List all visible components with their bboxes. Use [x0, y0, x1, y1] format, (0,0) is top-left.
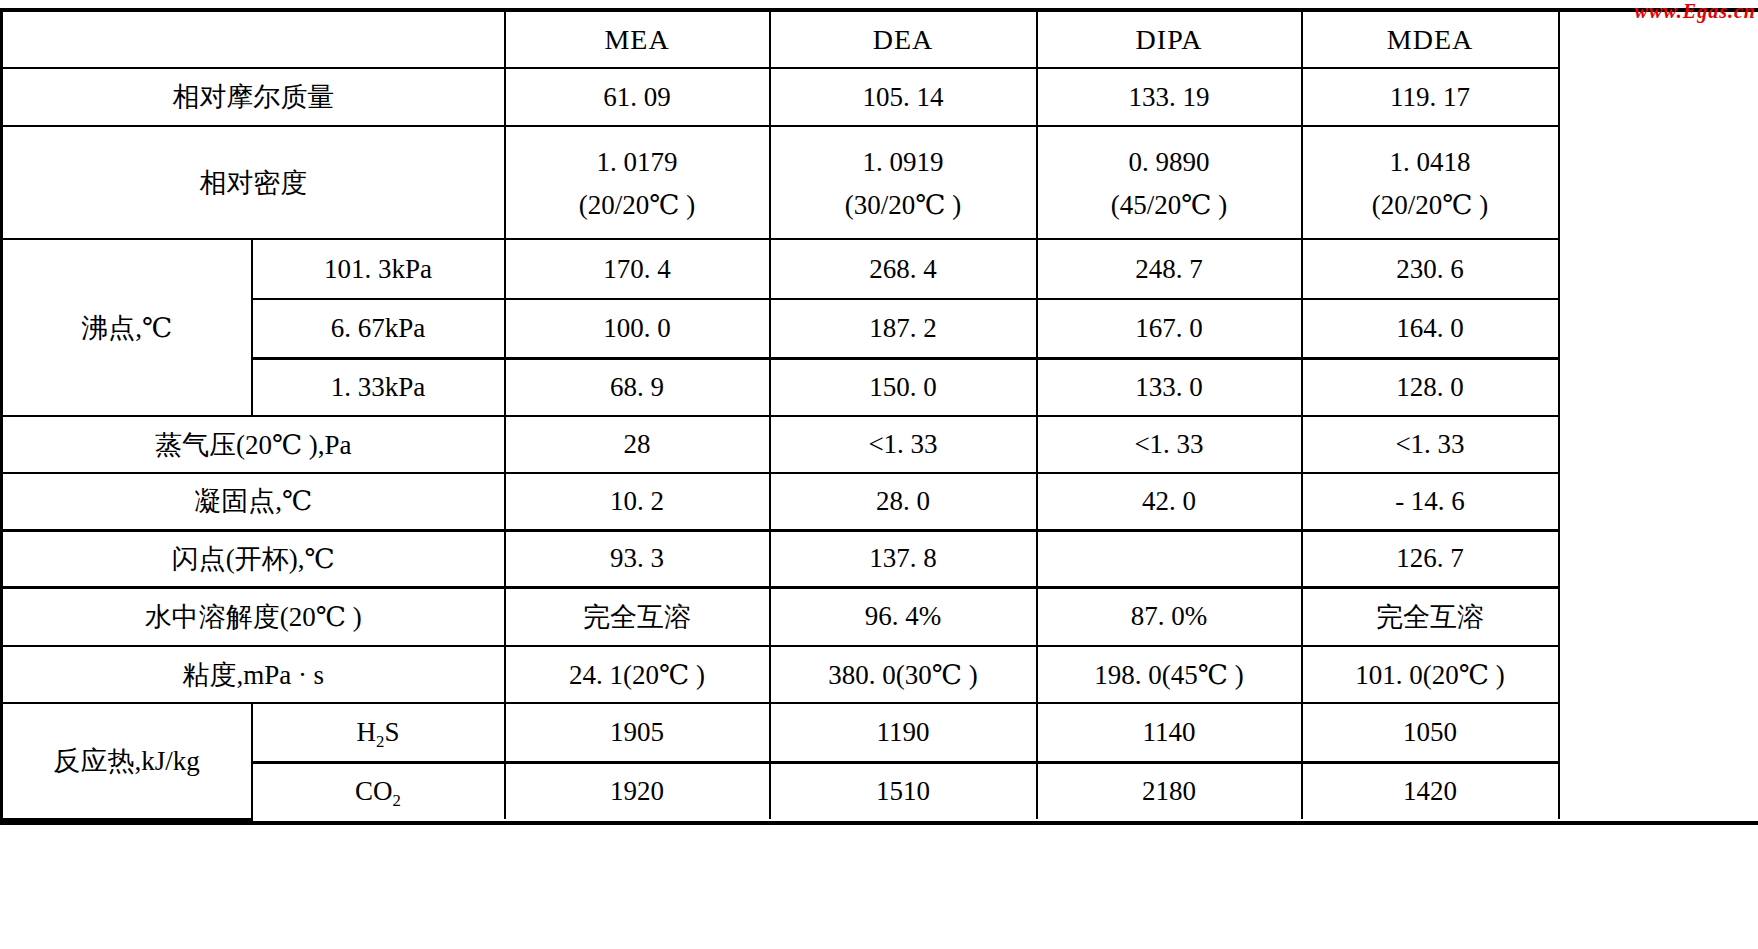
- cell-bp667-mea: 100. 0: [505, 299, 770, 358]
- cell-density-mea: 1. 0179 (20/20℃ ): [505, 126, 770, 239]
- cell-vapor-mea: 28: [505, 416, 770, 473]
- density-value: 0. 9890: [1038, 149, 1301, 176]
- cell-h2s-mea: 1905: [505, 703, 770, 762]
- cell-molar-dipa: 133. 19: [1037, 68, 1302, 126]
- density-condition: (20/20℃ ): [1303, 192, 1558, 219]
- header-empty-cell: [2, 12, 505, 68]
- row-label-boiling-point: 沸点,℃: [2, 239, 252, 416]
- row-label-density: 相对密度: [2, 126, 505, 239]
- formula-h2s: H2S: [357, 717, 400, 747]
- cell-solubility-mdea: 完全互溶: [1302, 587, 1559, 646]
- cell-density-dipa: 0. 9890 (45/20℃ ): [1037, 126, 1302, 239]
- header-dea: DEA: [770, 12, 1037, 68]
- cell-h2s-dipa: 1140: [1037, 703, 1302, 762]
- row-label-water-solubility: 水中溶解度(20℃ ): [2, 587, 505, 646]
- cell-h2s-mdea: 1050: [1302, 703, 1559, 762]
- density-condition: (45/20℃ ): [1038, 192, 1301, 219]
- cell-freezing-dipa: 42. 0: [1037, 473, 1302, 530]
- sub-label-h2s: H2S: [252, 703, 505, 762]
- table-sheet: MEA DEA DIPA MDEA 相对摩尔质量 61. 09 105. 14 …: [0, 0, 1758, 825]
- cell-molar-mea: 61. 09: [505, 68, 770, 126]
- cell-solubility-dipa: 87. 0%: [1037, 587, 1302, 646]
- page: MEA DEA DIPA MDEA 相对摩尔质量 61. 09 105. 14 …: [0, 0, 1758, 949]
- cell-co2-dea: 1510: [770, 762, 1037, 819]
- cell-co2-mdea: 1420: [1302, 762, 1559, 819]
- cell-freezing-mea: 10. 2: [505, 473, 770, 530]
- bottom-rule: [0, 821, 1758, 825]
- density-value: 1. 0919: [771, 149, 1036, 176]
- cell-co2-dipa: 2180: [1037, 762, 1302, 819]
- cell-bp667-dea: 187. 2: [770, 299, 1037, 358]
- table-header-row: MEA DEA DIPA MDEA: [2, 12, 1559, 68]
- table-row: 相对密度 1. 0179 (20/20℃ ) 1. 0919 (30/20℃ )…: [2, 126, 1559, 239]
- properties-table: MEA DEA DIPA MDEA 相对摩尔质量 61. 09 105. 14 …: [0, 12, 1560, 821]
- table-row: 相对摩尔质量 61. 09 105. 14 133. 19 119. 17: [2, 68, 1559, 126]
- row-label-reaction-heat: 反应热,kJ/kg: [2, 703, 252, 819]
- header-mea: MEA: [505, 12, 770, 68]
- sub-label-pressure-133: 1. 33kPa: [252, 358, 505, 416]
- cell-viscosity-mea: 24. 1(20℃ ): [505, 646, 770, 703]
- cell-bp667-mdea: 164. 0: [1302, 299, 1559, 358]
- watermark-text: www.Egas.cn: [1635, 0, 1756, 23]
- cell-bp101-mdea: 230. 6: [1302, 239, 1559, 299]
- cell-bp101-dea: 268. 4: [770, 239, 1037, 299]
- cell-bp101-mea: 170. 4: [505, 239, 770, 299]
- cell-molar-mdea: 119. 17: [1302, 68, 1559, 126]
- cell-vapor-dipa: <1. 33: [1037, 416, 1302, 473]
- cell-bp133-mdea: 128. 0: [1302, 358, 1559, 416]
- table-row: 蒸气压(20℃ ),Pa 28 <1. 33 <1. 33 <1. 33: [2, 416, 1559, 473]
- cell-bp133-dipa: 133. 0: [1037, 358, 1302, 416]
- cell-viscosity-mdea: 101. 0(20℃ ): [1302, 646, 1559, 703]
- cell-flash-dea: 137. 8: [770, 530, 1037, 587]
- density-value: 1. 0418: [1303, 149, 1558, 176]
- density-condition: (30/20℃ ): [771, 192, 1036, 219]
- cell-density-mdea: 1. 0418 (20/20℃ ): [1302, 126, 1559, 239]
- cell-bp133-dea: 150. 0: [770, 358, 1037, 416]
- cell-co2-mea: 1920: [505, 762, 770, 819]
- cell-solubility-dea: 96. 4%: [770, 587, 1037, 646]
- cell-vapor-mdea: <1. 33: [1302, 416, 1559, 473]
- cell-flash-dipa: [1037, 530, 1302, 587]
- cell-h2s-dea: 1190: [770, 703, 1037, 762]
- cell-bp667-dipa: 167. 0: [1037, 299, 1302, 358]
- row-label-flash-point: 闪点(开杯),℃: [2, 530, 505, 587]
- cell-vapor-dea: <1. 33: [770, 416, 1037, 473]
- row-label-molar-mass: 相对摩尔质量: [2, 68, 505, 126]
- cell-viscosity-dea: 380. 0(30℃ ): [770, 646, 1037, 703]
- table-row: 沸点,℃ 101. 3kPa 170. 4 268. 4 248. 7 230.…: [2, 239, 1559, 299]
- cell-bp133-mea: 68. 9: [505, 358, 770, 416]
- cell-flash-mea: 93. 3: [505, 530, 770, 587]
- table-row: 水中溶解度(20℃ ) 完全互溶 96. 4% 87. 0% 完全互溶: [2, 587, 1559, 646]
- row-label-viscosity: 粘度,mPa · s: [2, 646, 505, 703]
- header-dipa: DIPA: [1037, 12, 1302, 68]
- row-label-vapor-pressure: 蒸气压(20℃ ),Pa: [2, 416, 505, 473]
- density-condition: (20/20℃ ): [506, 192, 769, 219]
- cell-freezing-mdea: - 14. 6: [1302, 473, 1559, 530]
- cell-bp101-dipa: 248. 7: [1037, 239, 1302, 299]
- cell-density-dea: 1. 0919 (30/20℃ ): [770, 126, 1037, 239]
- cell-molar-dea: 105. 14: [770, 68, 1037, 126]
- table-row: 凝固点,℃ 10. 2 28. 0 42. 0 - 14. 6: [2, 473, 1559, 530]
- cell-viscosity-dipa: 198. 0(45℃ ): [1037, 646, 1302, 703]
- table-row: 粘度,mPa · s 24. 1(20℃ ) 380. 0(30℃ ) 198.…: [2, 646, 1559, 703]
- formula-co2: CO2: [355, 776, 401, 806]
- density-value: 1. 0179: [506, 149, 769, 176]
- table-row: 反应热,kJ/kg H2S 1905 1190 1140 1050: [2, 703, 1559, 762]
- row-label-freezing-point: 凝固点,℃: [2, 473, 505, 530]
- sub-label-pressure-101: 101. 3kPa: [252, 239, 505, 299]
- table-row: 闪点(开杯),℃ 93. 3 137. 8 126. 7: [2, 530, 1559, 587]
- sub-label-co2: CO2: [252, 762, 505, 819]
- cell-solubility-mea: 完全互溶: [505, 587, 770, 646]
- header-mdea: MDEA: [1302, 12, 1559, 68]
- sub-label-pressure-667: 6. 67kPa: [252, 299, 505, 358]
- cell-flash-mdea: 126. 7: [1302, 530, 1559, 587]
- cell-freezing-dea: 28. 0: [770, 473, 1037, 530]
